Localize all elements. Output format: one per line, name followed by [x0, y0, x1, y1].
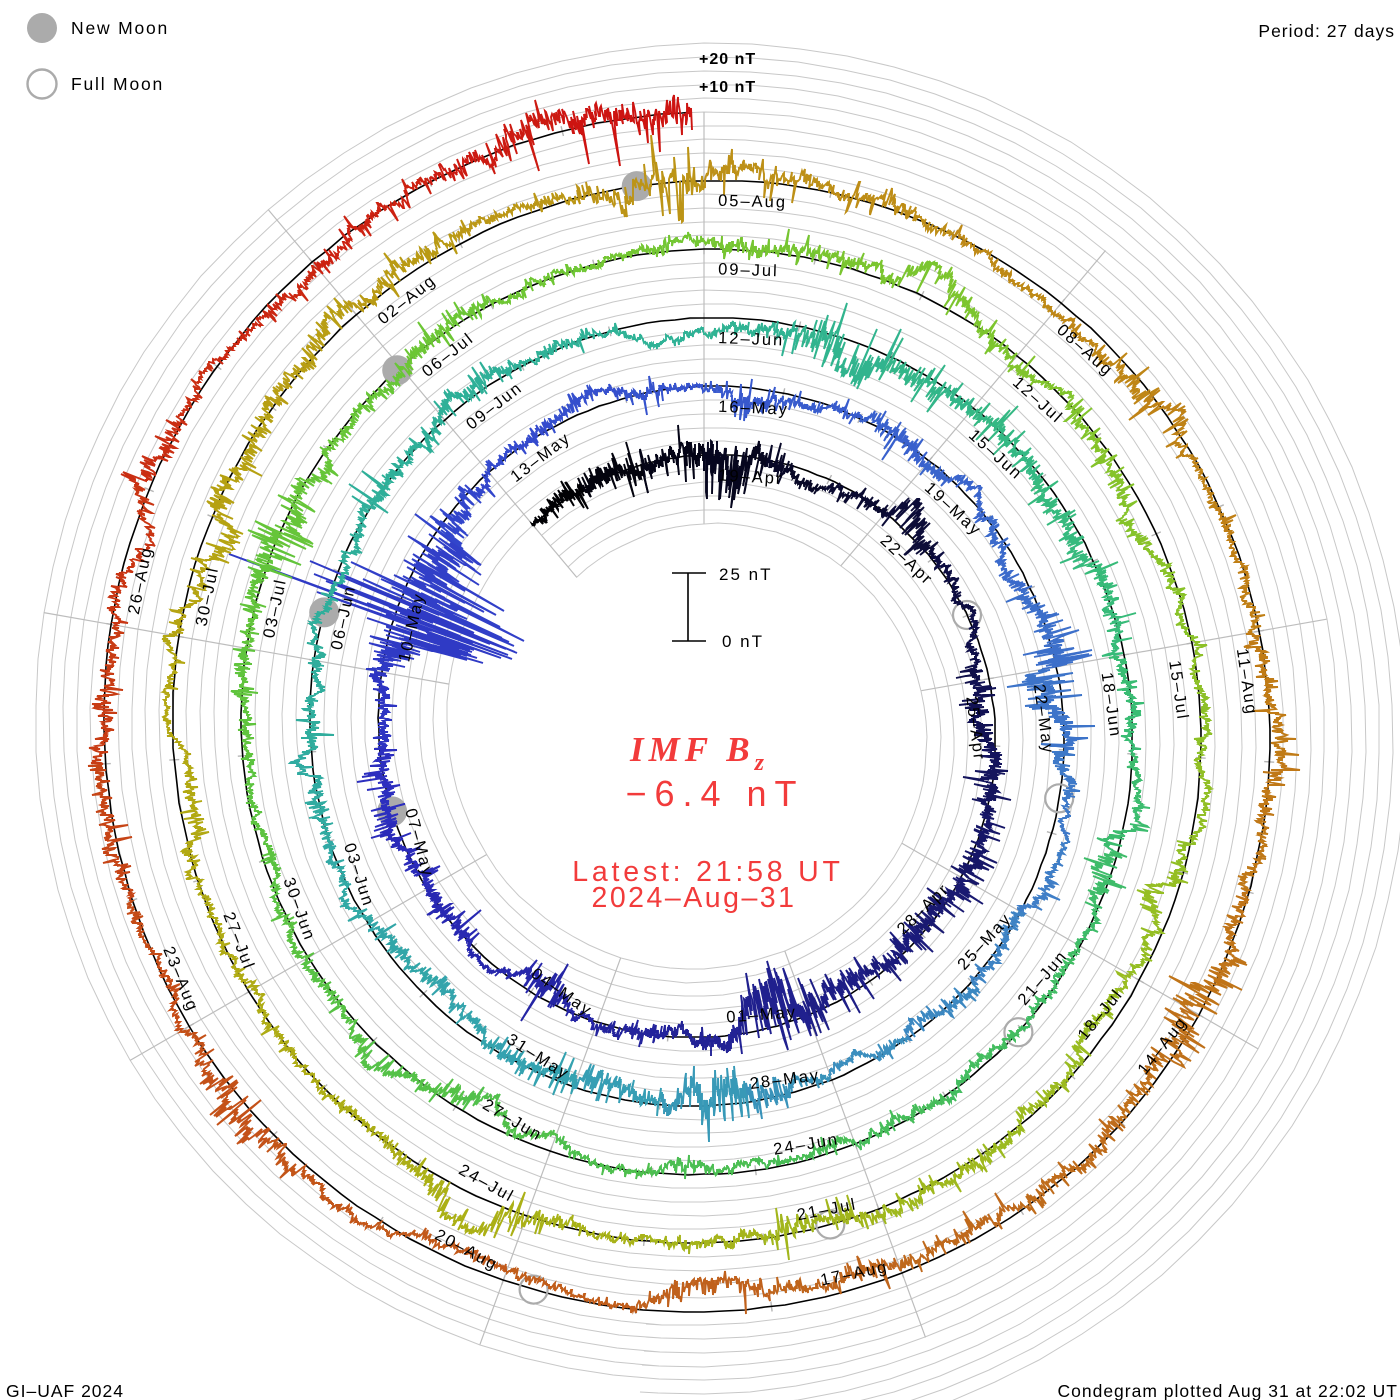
svg-text:0 nT: 0 nT [722, 632, 764, 651]
svg-text:09–Jul: 09–Jul [718, 260, 779, 280]
svg-text:05–Aug: 05–Aug [718, 192, 787, 212]
svg-text:19–Apr: 19–Apr [718, 466, 784, 488]
svg-text:New Moon: New Moon [71, 18, 169, 38]
svg-text:12–Jun: 12–Jun [718, 329, 785, 349]
svg-text:GI–UAF 2024: GI–UAF 2024 [6, 1381, 124, 1400]
svg-text:+10 nT: +10 nT [699, 79, 756, 96]
svg-text:01–May: 01–May [726, 1003, 798, 1026]
svg-text:2024–Aug–31: 2024–Aug–31 [591, 882, 796, 914]
svg-text:16–May: 16–May [718, 398, 789, 419]
svg-text:IMF Bz: IMF Bz [629, 730, 769, 776]
svg-text:Full Moon: Full Moon [71, 74, 164, 94]
svg-text:Latest: 21:58 UT: Latest: 21:58 UT [572, 856, 844, 888]
svg-text:−6.4 nT: −6.4 nT [625, 773, 804, 814]
svg-text:+20 nT: +20 nT [699, 51, 756, 68]
svg-text:Condegram plotted Aug 31 at 22: Condegram plotted Aug 31 at 22:02 UT [1057, 1381, 1398, 1400]
svg-text:25 nT: 25 nT [719, 565, 772, 584]
svg-text:Period: 27 days: Period: 27 days [1258, 21, 1395, 41]
